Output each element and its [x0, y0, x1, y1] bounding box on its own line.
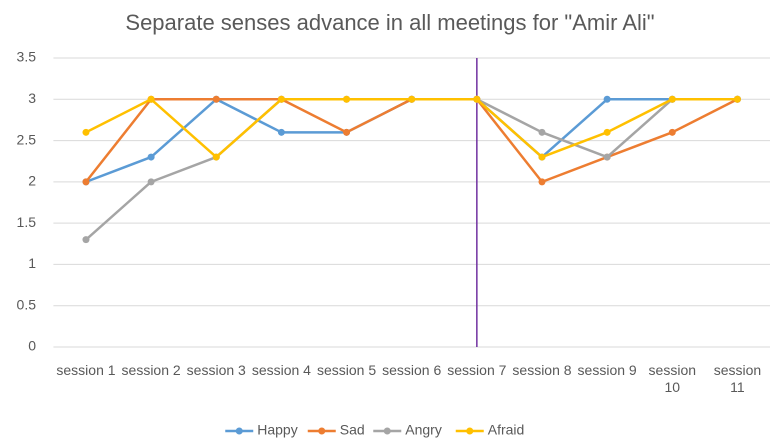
data-point	[668, 128, 676, 136]
data-point	[538, 153, 546, 161]
x-tick-label: session 1	[56, 362, 116, 378]
data-point	[343, 128, 351, 136]
data-point	[668, 95, 676, 103]
data-point	[212, 153, 220, 161]
series-line	[85, 98, 738, 241]
legend-label: Afraid	[488, 422, 525, 438]
data-point	[538, 178, 546, 186]
data-point	[147, 153, 155, 161]
data-point	[538, 128, 546, 136]
y-tick-label: 1	[28, 255, 36, 271]
legend-marker	[383, 427, 391, 435]
legend-marker	[466, 427, 474, 435]
data-point	[343, 95, 351, 103]
data-point	[212, 95, 220, 103]
data-point	[473, 95, 481, 103]
x-tick-label: session 3	[186, 362, 246, 378]
data-point	[277, 128, 285, 136]
x-tick-label: session 6	[382, 362, 442, 378]
data-point	[277, 95, 285, 103]
data-point	[82, 236, 90, 244]
data-point	[733, 95, 741, 103]
y-tick-label: 3	[28, 90, 36, 106]
x-tick-label: session 4	[251, 362, 311, 378]
series	[82, 95, 741, 161]
legend-marker	[235, 427, 243, 435]
chart-title: Separate senses advance in all meetings …	[125, 10, 654, 35]
data-point	[82, 128, 90, 136]
y-tick-label: 1.5	[17, 214, 37, 230]
series	[82, 95, 741, 244]
y-tick-label: 2	[28, 173, 36, 189]
y-tick-label: 0.5	[17, 296, 37, 312]
data-point	[603, 128, 611, 136]
legend-label: Angry	[405, 422, 442, 438]
data-point	[603, 95, 611, 103]
x-tick-label: session 10	[648, 362, 697, 395]
y-tick-label: 0	[28, 338, 36, 354]
y-tick-label: 2.5	[17, 131, 37, 147]
x-tick-label: session 2	[121, 362, 181, 378]
data-point	[147, 95, 155, 103]
x-tick-label: session 8	[512, 362, 572, 378]
x-tick-label: session 7	[447, 362, 507, 378]
y-tick-label: 3.5	[17, 49, 37, 65]
legend-label: Sad	[340, 422, 365, 438]
x-tick-label: session 9	[577, 362, 637, 378]
data-point	[82, 178, 90, 186]
x-tick-label: session 5	[316, 362, 377, 378]
data-point	[603, 153, 611, 161]
data-point	[147, 178, 155, 186]
legend-marker	[318, 427, 326, 435]
x-tick-label: session 11	[713, 362, 762, 395]
legend-label: Happy	[257, 422, 297, 438]
data-point	[408, 95, 416, 103]
